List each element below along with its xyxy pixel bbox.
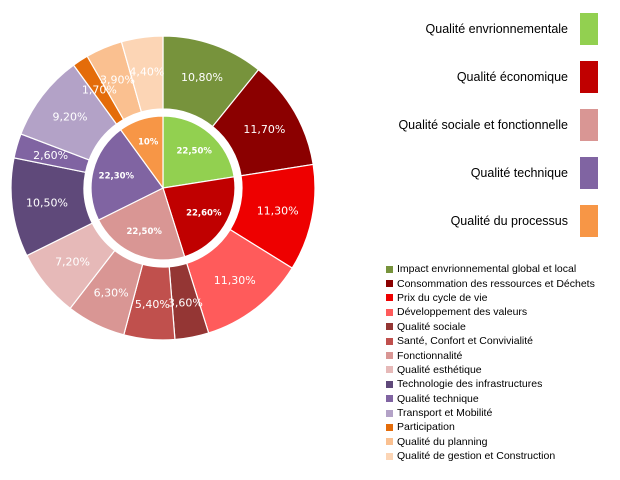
outer-label-participation: 1,70% xyxy=(82,83,117,96)
outer-label-prix-du-cycle-de-vie: 11,30% xyxy=(257,205,299,218)
subcategory-legend-item: Qualité sociale xyxy=(386,320,616,334)
outer-label-consommation-des-ressources-et-dechets: 11,70% xyxy=(243,123,285,136)
inner-label-qualite-economique: 22,60% xyxy=(186,208,222,218)
category-legend-item: Qualité technique xyxy=(388,156,598,190)
category-legend-item: Qualité économique xyxy=(388,60,598,94)
subcategory-legend-label: Qualité technique xyxy=(397,392,479,405)
subcategory-legend-item: Qualité technique xyxy=(386,392,616,406)
subcategory-legend-label: Fonctionnalité xyxy=(397,349,463,362)
subcategory-legend-item: Développement des valeurs xyxy=(386,305,616,319)
subcategory-legend-label: Technologie des infrastructures xyxy=(397,378,543,391)
subcategory-legend-label: Qualité de gestion et Construction xyxy=(397,450,556,463)
outer-labels: 10,80% 11,70% 11,30% 11,30% 3,60%5,40% 6,30% 7… xyxy=(26,66,299,311)
inner-slice-qualite-economique xyxy=(162,176,236,258)
subcategory-legend-item: Technologie des infrastructures xyxy=(386,377,616,391)
subcategory-legend-item: Santé, Confort et Convivialité xyxy=(386,334,616,348)
subcategory-legend-item: Participation xyxy=(386,420,616,434)
subcategory-legend-swatch xyxy=(386,409,393,417)
category-legend-label: Qualité économique xyxy=(456,70,568,84)
subcategory-legend-swatch xyxy=(386,337,393,345)
subcategory-legend-item: Qualité de gestion et Construction xyxy=(386,449,616,463)
outer-label-qualite-sociale: 3,60% xyxy=(168,296,203,309)
subcategory-legend-swatch xyxy=(386,438,393,446)
subcategory-legend-swatch xyxy=(386,452,393,460)
category-legend-swatch xyxy=(580,205,598,237)
outer-label-qualite-esthetique: 7,20% xyxy=(55,256,90,269)
inner-slice-qualite-technique xyxy=(90,128,164,221)
subcategory-legend-label: Santé, Confort et Convivialité xyxy=(397,335,533,348)
subcategory-legend-swatch xyxy=(386,323,393,331)
subcategory-legend-label: Consommation des ressources et Déchets xyxy=(397,277,595,290)
outer-label-technologie-des-infrastructures: 10,50% xyxy=(26,197,68,210)
subcategory-legend-label: Prix du cycle de vie xyxy=(397,291,488,304)
category-legend-swatch xyxy=(580,157,598,189)
subcategory-legend-swatch xyxy=(386,280,393,288)
outer-label-sante-confort-et-convivialite: 5,40% xyxy=(135,298,170,311)
outer-label-qualite-de-gestion-et-construction: 4,40% xyxy=(129,66,164,79)
subcategory-legend-item: Fonctionnalité xyxy=(386,348,616,362)
category-legend-label: Qualité technique xyxy=(470,166,568,180)
inner-label-qualite-du-processus: 10% xyxy=(138,137,159,147)
category-legend-swatch xyxy=(580,13,598,45)
category-legend-label: Qualité envrionnementale xyxy=(425,22,568,36)
outer-label-transport-et-mobilite: 9,20% xyxy=(53,110,88,123)
inner-ring xyxy=(90,115,236,261)
subcategory-legend-label: Transport et Mobilité xyxy=(397,407,493,420)
subcategory-legend-item: Qualité esthétique xyxy=(386,363,616,377)
category-legend-swatch xyxy=(580,109,598,141)
subcategory-legend-label: Qualité du planning xyxy=(397,435,488,448)
inner-label-qualite-sociale-et-fonctionnelle: 22,50% xyxy=(126,227,162,237)
category-legend-item: Qualité envrionnementale xyxy=(388,12,598,46)
inner-slice-qualite-du-processus xyxy=(119,115,164,190)
category-legend-label: Qualité du processus xyxy=(450,214,568,228)
subcategory-legend: Impact envrionnemental global et local Co… xyxy=(386,262,616,463)
subcategory-legend-item: Qualité du planning xyxy=(386,435,616,449)
outer-slice-qualite-de-gestion-et-construction xyxy=(120,35,164,113)
inner-label-qualite-technique: 22,30% xyxy=(99,172,135,182)
subcategory-legend-swatch xyxy=(386,352,393,360)
nested-donut-chart: 10,80% 11,70% 11,30% 11,30% 3,60%5,40% 6,30% 7… xyxy=(10,35,316,341)
inner-labels: 22,50% 22,60% 22,50% 22,30% 10% xyxy=(99,137,222,237)
subcategory-legend-label: Qualité sociale xyxy=(397,320,466,333)
subcategory-legend-swatch xyxy=(386,395,393,403)
inner-label-qualite-envrionnementale: 22,50% xyxy=(176,147,212,157)
outer-label-developpement-des-valeurs: 11,30% xyxy=(214,274,256,287)
outer-ring xyxy=(10,35,316,341)
subcategory-legend-swatch xyxy=(386,265,393,273)
outer-label-qualite-du-planning: 3,90% xyxy=(100,74,135,87)
outer-label-fonctionnalite: 6,30% xyxy=(94,286,129,299)
subcategory-legend-swatch xyxy=(386,366,393,374)
category-legend-item: Qualité du processus xyxy=(388,204,598,238)
outer-label-qualite-technique: 2,60% xyxy=(33,149,68,162)
subcategory-legend-label: Impact envrionnemental global et local xyxy=(397,263,577,276)
outer-label-impact-envrionnemental-global-et-local: 10,80% xyxy=(181,71,223,84)
category-legend-item: Qualité sociale et fonctionnelle xyxy=(388,108,598,142)
subcategory-legend-item: Consommation des ressources et Déchets xyxy=(386,276,616,290)
subcategory-legend-item: Transport et Mobilité xyxy=(386,406,616,420)
inner-slice-qualite-sociale-et-fonctionnelle xyxy=(97,187,186,261)
subcategory-legend-label: Participation xyxy=(397,421,455,434)
subcategory-legend-swatch xyxy=(386,294,393,302)
subcategory-legend-swatch xyxy=(386,423,393,431)
inner-slice-qualite-envrionnementale xyxy=(162,115,235,189)
subcategory-legend-label: Développement des valeurs xyxy=(397,306,528,319)
subcategory-legend-item: Impact envrionnemental global et local xyxy=(386,262,616,276)
subcategory-legend-swatch xyxy=(386,380,393,388)
subcategory-legend-item: Prix du cycle de vie xyxy=(386,291,616,305)
category-legend-label: Qualité sociale et fonctionnelle xyxy=(398,118,568,132)
category-legend-swatch xyxy=(580,61,598,93)
subcategory-legend-label: Qualité esthétique xyxy=(397,363,482,376)
subcategory-legend-swatch xyxy=(386,308,393,316)
